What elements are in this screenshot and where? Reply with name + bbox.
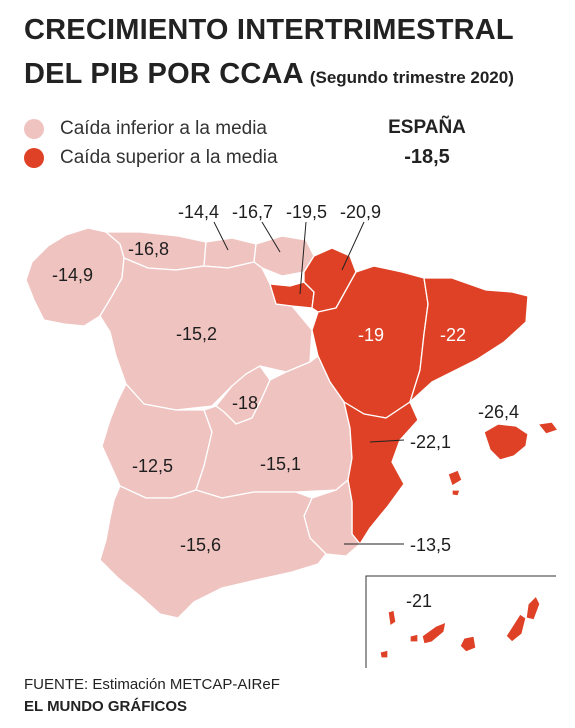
region-cataluna <box>409 277 529 403</box>
legend-item-higher: Caída superior a la media <box>24 147 278 169</box>
label-extremadura: -12,5 <box>132 456 173 476</box>
label-baleares: -26,4 <box>478 402 519 422</box>
leader-valencia <box>369 439 405 443</box>
leader-pais-vasco <box>261 221 281 253</box>
region-baleares-ibiza <box>447 469 463 487</box>
national-label: ESPAÑA <box>388 117 466 138</box>
region-andalucia <box>99 485 327 619</box>
region-canarias-fuerteventura <box>505 613 527 643</box>
subtitle: (Segundo trimestre 2020) <box>309 68 514 87</box>
label-valencia: -22,1 <box>410 432 451 452</box>
legend-swatch-lower <box>24 119 44 139</box>
label-madrid: -18 <box>232 393 258 413</box>
region-baleares-menorca <box>537 421 559 435</box>
legend-label-higher: Caída superior a la media <box>60 147 278 168</box>
label-cataluna: -22 <box>440 325 466 345</box>
region-canarias-el-hierro <box>379 649 389 659</box>
label-pais-vasco: -16,7 <box>232 202 273 222</box>
label-andalucia: -15,6 <box>180 535 221 555</box>
region-canarias-lanzarote <box>525 595 541 621</box>
legend-swatch-higher <box>24 148 44 168</box>
label-asturias: -16,8 <box>128 239 169 259</box>
label-cantabria: -14,4 <box>178 202 219 222</box>
region-comunitat-valenciana <box>343 401 419 545</box>
title-line-1: CRECIMIENTO INTERTRIMESTRAL <box>24 14 514 46</box>
label-canarias: -21 <box>406 591 432 611</box>
leader-cantabria <box>213 221 229 251</box>
source-note: FUENTE: Estimación METCAP-AIReF <box>24 676 280 693</box>
national-value: -18,5 <box>404 146 450 168</box>
leader-navarra <box>341 221 365 271</box>
label-galicia: -14,9 <box>52 265 93 285</box>
label-murcia: -13,5 <box>410 535 451 555</box>
region-canarias-la-gomera <box>409 633 419 643</box>
title-line-2: DEL PIB POR CCAA (Segundo trimestre 2020) <box>24 58 514 90</box>
label-castilla-y-leon: -15,2 <box>176 324 217 344</box>
region-baleares-formentera <box>451 489 461 497</box>
legend-label-lower: Caída inferior a la media <box>60 118 267 139</box>
region-canarias-la-palma <box>387 609 397 627</box>
region-canarias-gran-canaria <box>459 635 477 653</box>
label-castilla-la-mancha: -15,1 <box>260 454 301 474</box>
credit: EL MUNDO GRÁFICOS <box>24 698 188 715</box>
region-canarias-tenerife <box>421 621 447 645</box>
canarias-inset-frame <box>365 575 556 668</box>
label-navarra: -20,9 <box>340 202 381 222</box>
label-aragon: -19 <box>358 325 384 345</box>
region-baleares-mallorca <box>483 423 529 461</box>
label-la-rioja: -19,5 <box>286 202 327 222</box>
leader-la-rioja <box>299 221 307 295</box>
legend-item-lower: Caída inferior a la media <box>24 118 267 140</box>
